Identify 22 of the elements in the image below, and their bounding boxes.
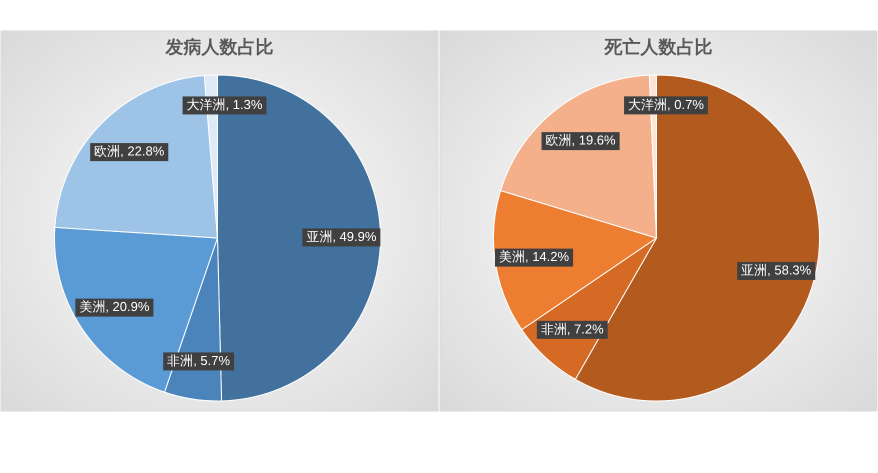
data-label: , 1.3% — [226, 96, 263, 112]
slice-label: 欧洲 — [94, 144, 120, 159]
data-label: , 0.7% — [667, 96, 704, 112]
slice-label: 欧洲 — [546, 132, 572, 148]
slice-label: 非洲 — [540, 321, 567, 336]
data-label: , 5.7% — [193, 352, 230, 368]
data-label: , 22.8% — [120, 144, 165, 159]
data-label: , 14.2% — [524, 249, 570, 264]
chart-title: 死亡人数占比 — [604, 37, 712, 57]
data-label: , 49.9% — [332, 228, 377, 244]
data-label: , 58.3% — [767, 262, 812, 278]
chart-title: 发病人数占比 — [164, 37, 274, 57]
data-label: , 19.6% — [572, 132, 616, 148]
slice-label: 大洋洲 — [186, 96, 226, 112]
slice-label: 亚洲 — [741, 262, 768, 278]
data-label: , 7.2% — [566, 321, 604, 336]
slice-label: 亚洲 — [306, 228, 332, 244]
slice-label: 非洲 — [167, 352, 194, 368]
slice-label: 美洲 — [498, 249, 525, 264]
slice-label: 大洋洲 — [628, 96, 668, 112]
data-label: , 20.9% — [105, 299, 150, 314]
slice-label: 美洲 — [79, 299, 106, 314]
